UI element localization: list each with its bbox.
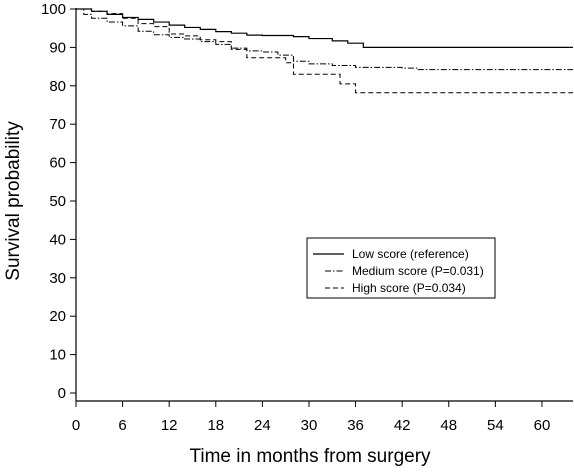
series-medium-score-line [76,8,574,71]
plot-area [76,8,574,94]
y-tick-label: 100 [41,1,66,18]
y-tick-label: 30 [49,270,66,287]
x-tick-label: 60 [534,417,551,434]
x-tick-label: 30 [301,417,318,434]
x-tick-label: 18 [207,417,224,434]
y-tick-label: 60 [49,155,66,172]
y-tick-label: 0 [58,385,66,402]
y-tick-label: 70 [49,116,66,133]
legend-label-medium-score: Medium score (P=0.031) [352,264,484,278]
x-tick-label: 54 [487,417,504,434]
legend-label-low-score: Low score (reference) [352,247,469,261]
y-tick-label: 50 [49,193,66,210]
x-tick-label: 12 [161,417,178,434]
x-tick-label: 48 [440,417,457,434]
x-tick-label: 36 [347,417,364,434]
y-axis-label: Survival probability [3,121,24,281]
axes: 0 10 20 30 40 50 60 70 80 90 100 0 6 12 18 24 30 36 42 48 54… [41,1,574,434]
y-tick-label: 90 [49,39,66,56]
x-tick-label: 24 [254,417,271,434]
series-low-score-line [76,8,574,48]
y-tick-label: 40 [49,231,66,248]
legend: Low score (reference) Medium score (P=0.… [306,237,496,299]
series-high-score-line [76,8,574,94]
y-tick-label: 80 [49,78,66,95]
x-tick-label: 0 [72,417,80,434]
x-tick-label: 42 [394,417,411,434]
y-tick-label: 20 [49,308,66,325]
y-tick-label: 10 [49,347,66,364]
x-tick-label: 6 [118,417,126,434]
legend-box [306,237,496,299]
x-axis-label: Time in months from surgery [189,446,431,467]
legend-label-high-score: High score (P=0.034) [352,281,466,295]
